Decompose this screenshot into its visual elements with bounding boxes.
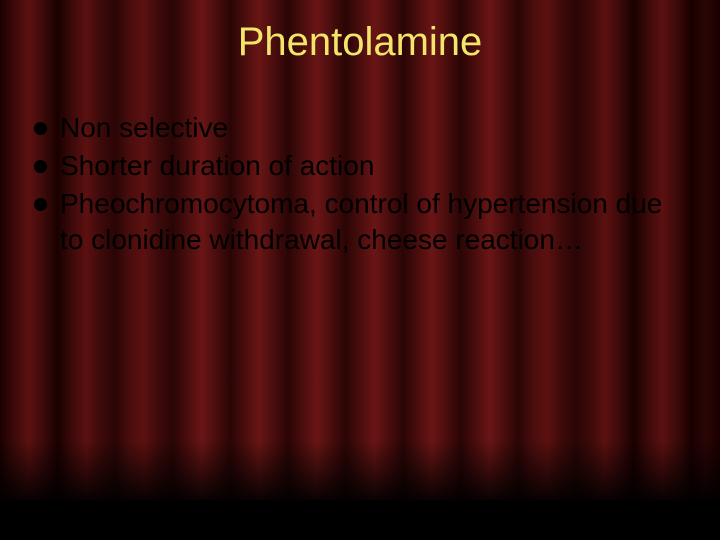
bullet-item: Pheochromocytoma, control of hypertensio… [34,186,684,258]
bullet-text: Non selective [60,112,228,143]
bullet-list: Non selective Shorter duration of action… [34,110,684,260]
bullet-text: Pheochromocytoma, control of hypertensio… [60,188,662,255]
slide: Phentolamine Non selective Shorter durat… [0,0,720,540]
bullet-item: Shorter duration of action [34,148,684,184]
bullet-item: Non selective [34,110,684,146]
slide-title: Phentolamine [0,20,720,65]
bullet-text: Shorter duration of action [60,150,374,181]
